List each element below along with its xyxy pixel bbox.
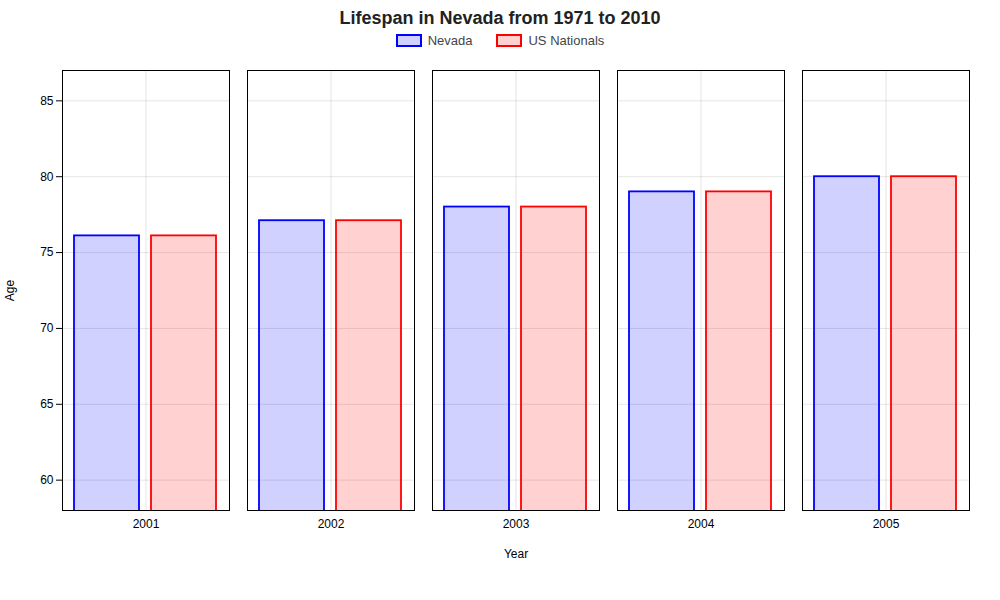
svg-text:60: 60 xyxy=(40,473,54,487)
svg-text:2002: 2002 xyxy=(318,517,345,531)
svg-text:75: 75 xyxy=(40,245,54,259)
svg-text:2003: 2003 xyxy=(503,517,530,531)
svg-text:Age: Age xyxy=(3,280,17,302)
svg-text:80: 80 xyxy=(40,170,54,184)
html-text:Nevada: Nevada xyxy=(427,33,473,48)
svg-text:2001: 2001 xyxy=(133,517,160,531)
svg-text:65: 65 xyxy=(40,397,54,411)
svg-text:2004: 2004 xyxy=(688,517,715,531)
html-text:US Nationals: US Nationals xyxy=(528,33,605,48)
svg-text:70: 70 xyxy=(40,321,54,335)
svg-text:85: 85 xyxy=(40,94,54,108)
html-text:Lifespan in Nevada from 1971 t: Lifespan in Nevada from 1971 to 2010 xyxy=(339,8,661,28)
svg-text:Year: Year xyxy=(504,547,528,561)
svg-text:2005: 2005 xyxy=(873,517,900,531)
